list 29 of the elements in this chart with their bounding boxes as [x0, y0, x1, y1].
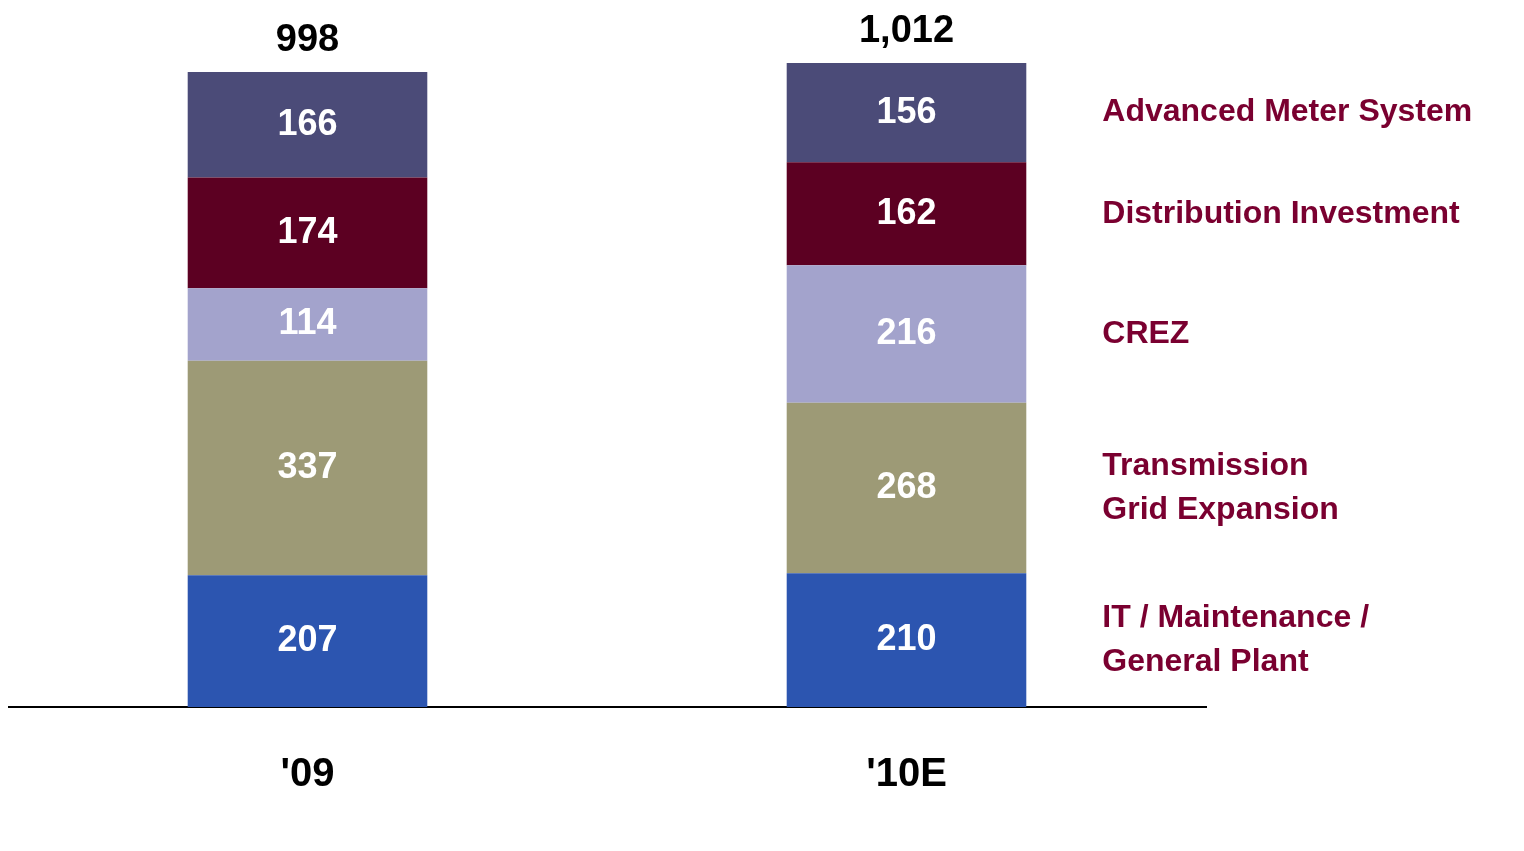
data-label: 166	[277, 101, 338, 143]
text: Transmission Grid Expansion	[1102, 445, 1339, 526]
bar	[786, 573, 1027, 707]
total-label: 998	[275, 17, 340, 60]
data-label: 162	[876, 190, 937, 232]
data-label: 114	[278, 301, 337, 343]
bar	[187, 177, 428, 289]
x-tick-label: '10E	[866, 750, 947, 795]
data-label: 268	[876, 465, 937, 507]
data-label: 210	[876, 617, 937, 659]
text: IT / Maintenance / General Plant	[1102, 598, 1370, 679]
bar	[786, 265, 1027, 403]
bar	[786, 162, 1027, 266]
bar	[187, 71, 428, 178]
data-label: 156	[876, 89, 937, 131]
bar	[786, 402, 1027, 574]
total-label: 1,012	[858, 8, 955, 51]
bar	[187, 288, 428, 361]
x-tick-label: '09	[280, 750, 335, 795]
data-label: 337	[277, 444, 338, 486]
bar	[187, 575, 428, 707]
text: Advanced Meter System	[1102, 92, 1473, 129]
text: Distribution Investment	[1102, 193, 1460, 230]
data-label: 207	[277, 618, 338, 660]
data-label: 216	[876, 311, 937, 353]
data-label: 174	[277, 209, 338, 251]
bar	[187, 360, 428, 576]
bar	[786, 63, 1027, 163]
text: CREZ	[1102, 313, 1190, 350]
